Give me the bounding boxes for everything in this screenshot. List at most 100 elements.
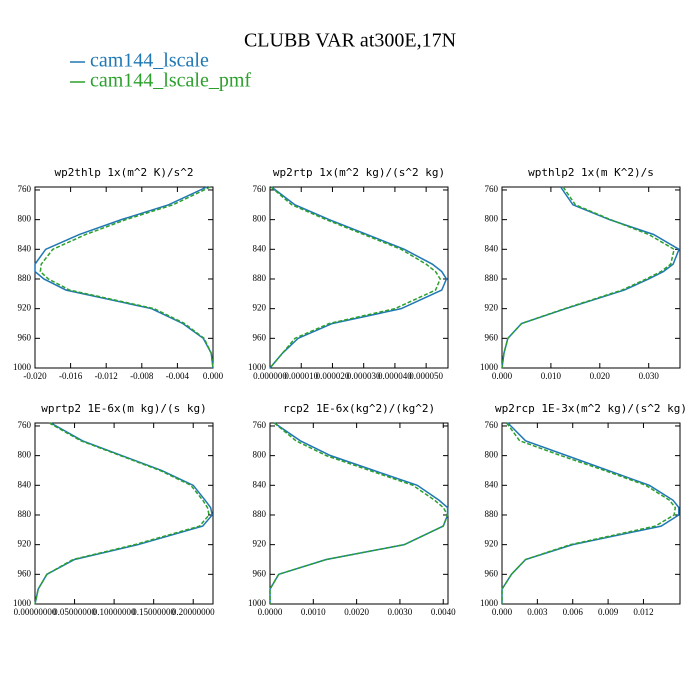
x-tick-label: 0.000000 bbox=[253, 371, 287, 381]
x-tick-label: 0.006 bbox=[563, 607, 584, 617]
plot-frame bbox=[34, 422, 214, 605]
profile-line bbox=[34, 186, 214, 369]
y-tick-label: 920 bbox=[485, 539, 499, 549]
x-tick-label: -0.016 bbox=[59, 371, 83, 381]
y-tick-label: 840 bbox=[485, 479, 499, 489]
legend-label: cam144_lscale_pmf bbox=[90, 70, 251, 92]
x-tick-label: 0.00000000 bbox=[14, 607, 57, 617]
y-tick-label: 920 bbox=[18, 303, 32, 313]
x-tick-label: 0.05000000 bbox=[53, 607, 96, 617]
profile-line bbox=[34, 422, 214, 605]
plot-frame bbox=[34, 186, 214, 369]
y-tick-label: 760 bbox=[485, 184, 499, 194]
x-tick-label: 0.000010 bbox=[284, 371, 318, 381]
plot-frame bbox=[501, 422, 681, 605]
x-tick-label: -0.020 bbox=[23, 371, 47, 381]
profile-line bbox=[39, 186, 214, 369]
x-tick-label: 0.000 bbox=[492, 371, 513, 381]
y-tick-label: 960 bbox=[485, 332, 499, 342]
y-tick-label: 760 bbox=[18, 420, 32, 430]
panel-title: wp2thlp 1x(m^2 K)/s^2 bbox=[54, 166, 193, 179]
y-tick-label: 920 bbox=[253, 539, 267, 549]
y-tick-label: 800 bbox=[18, 214, 32, 224]
legend-label: cam144_lscale bbox=[90, 50, 209, 72]
y-tick-label: 840 bbox=[18, 479, 32, 489]
y-tick-label: 1000 bbox=[13, 598, 32, 608]
profile-line bbox=[269, 422, 449, 604]
x-tick-label: 0.009 bbox=[598, 607, 619, 617]
y-tick-label: 960 bbox=[18, 332, 32, 342]
panel-title: wp2rtp 1x(m^2 kg)/(s^2 kg) bbox=[273, 166, 445, 179]
x-tick-label: 0.000030 bbox=[347, 371, 381, 381]
y-tick-label: 920 bbox=[253, 303, 267, 313]
x-tick-label: 0.020 bbox=[590, 371, 611, 381]
x-tick-label: 0.000 bbox=[492, 607, 513, 617]
y-tick-label: 880 bbox=[253, 509, 267, 519]
panel-title: rcp2 1E-6x(kg^2)/(kg^2) bbox=[283, 402, 435, 415]
profile-line bbox=[501, 422, 680, 604]
y-tick-label: 1000 bbox=[480, 362, 499, 372]
y-tick-label: 760 bbox=[485, 420, 499, 430]
panel-title: wprtp2 1E-6x(m kg)/(s kg) bbox=[41, 402, 207, 415]
x-tick-label: 0.003 bbox=[527, 607, 548, 617]
y-tick-label: 840 bbox=[253, 243, 267, 253]
x-tick-label: 0.0040 bbox=[431, 607, 456, 617]
y-tick-label: 1000 bbox=[248, 598, 267, 608]
x-tick-label: 0.000050 bbox=[409, 371, 443, 381]
y-tick-label: 920 bbox=[485, 303, 499, 313]
profile-line bbox=[501, 186, 680, 369]
plot-frame bbox=[501, 186, 681, 369]
y-tick-label: 760 bbox=[253, 184, 267, 194]
y-tick-label: 760 bbox=[18, 184, 32, 194]
y-tick-label: 1000 bbox=[480, 598, 499, 608]
x-tick-label: 0.000040 bbox=[378, 371, 412, 381]
x-tick-label: 0.0030 bbox=[388, 607, 413, 617]
y-tick-label: 880 bbox=[18, 273, 32, 283]
x-tick-label: 0.0010 bbox=[301, 607, 326, 617]
profile-line bbox=[269, 186, 448, 369]
y-tick-label: 840 bbox=[485, 243, 499, 253]
y-tick-label: 880 bbox=[485, 509, 499, 519]
y-tick-label: 840 bbox=[253, 479, 267, 489]
plot-frame bbox=[269, 186, 449, 369]
plot-frame bbox=[269, 422, 449, 605]
x-tick-label: 0.010 bbox=[541, 371, 562, 381]
x-tick-label: 0.0020 bbox=[344, 607, 369, 617]
figure-title: CLUBB VAR at300E,17N bbox=[244, 30, 456, 52]
profile-line bbox=[34, 422, 210, 605]
y-tick-label: 880 bbox=[253, 273, 267, 283]
y-tick-label: 1000 bbox=[248, 362, 267, 372]
profile-line bbox=[501, 186, 675, 369]
y-tick-label: 800 bbox=[253, 214, 267, 224]
x-tick-label: 0.15000000 bbox=[132, 607, 175, 617]
y-tick-label: 1000 bbox=[13, 362, 32, 372]
y-tick-label: 960 bbox=[253, 332, 267, 342]
y-tick-label: 800 bbox=[485, 214, 499, 224]
panel-title: wp2rcp 1E-3x(m^2 kg)/(s^2 kg) bbox=[495, 402, 687, 415]
y-tick-label: 800 bbox=[253, 450, 267, 460]
x-tick-label: 0.0000 bbox=[258, 607, 283, 617]
y-tick-label: 800 bbox=[18, 450, 32, 460]
x-tick-label: -0.008 bbox=[130, 371, 154, 381]
y-tick-label: 960 bbox=[485, 568, 499, 578]
x-tick-label: 0.000 bbox=[203, 371, 224, 381]
x-tick-label: -0.004 bbox=[166, 371, 190, 381]
x-tick-label: 0.000020 bbox=[316, 371, 350, 381]
y-tick-label: 880 bbox=[18, 509, 32, 519]
x-tick-label: 0.030 bbox=[639, 371, 660, 381]
y-tick-label: 960 bbox=[253, 568, 267, 578]
profile-line bbox=[269, 186, 442, 369]
x-tick-label: 0.10000000 bbox=[93, 607, 136, 617]
x-tick-label: 0.012 bbox=[633, 607, 653, 617]
y-tick-label: 840 bbox=[18, 243, 32, 253]
y-tick-label: 760 bbox=[253, 420, 267, 430]
panel-title: wpthlp2 1x(m K^2)/s bbox=[528, 166, 654, 179]
x-tick-label: -0.012 bbox=[95, 371, 118, 381]
y-tick-label: 920 bbox=[18, 539, 32, 549]
profile-line bbox=[501, 422, 677, 604]
y-tick-label: 880 bbox=[485, 273, 499, 283]
x-tick-label: 0.20000000 bbox=[172, 607, 215, 617]
y-tick-label: 960 bbox=[18, 568, 32, 578]
y-tick-label: 800 bbox=[485, 450, 499, 460]
